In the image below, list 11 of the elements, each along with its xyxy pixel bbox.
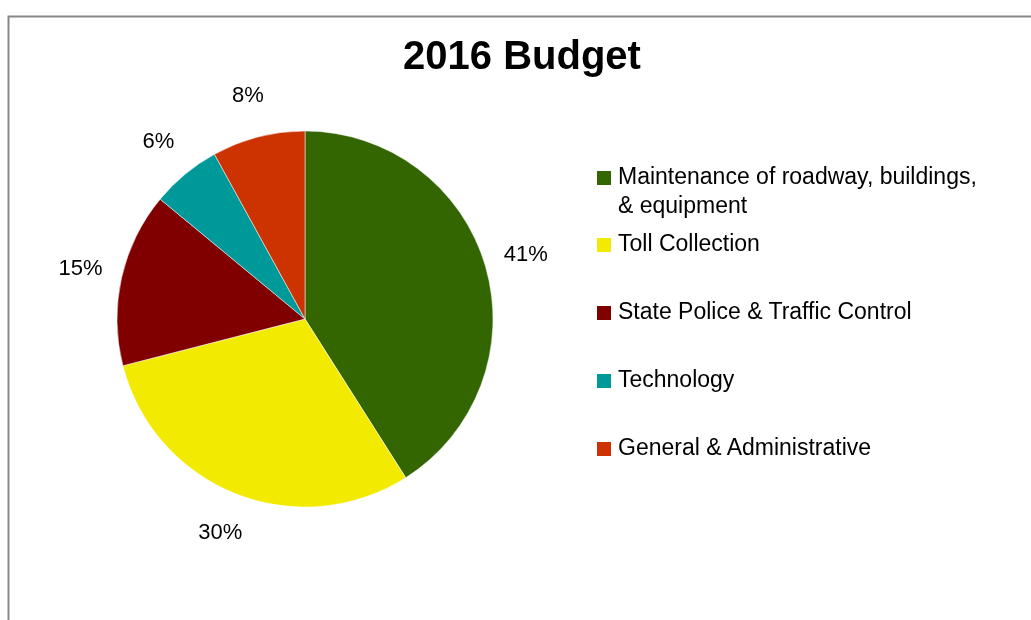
data-label: 6% — [142, 127, 175, 153]
data-label: 15% — [58, 254, 103, 280]
data-label: 8% — [231, 82, 264, 108]
legend-label: Toll Collection — [618, 230, 760, 257]
legend-label: Technology — [618, 366, 735, 393]
data-label: 41% — [503, 240, 548, 266]
data-label: 30% — [198, 518, 243, 544]
chart-title: 2016 Budget — [403, 32, 641, 77]
legend-label: State Police & Traffic Control — [618, 298, 912, 325]
legend-label: General & Administrative — [618, 434, 872, 461]
legend-label: Maintenance of roadway, buildings, & equipment — [618, 163, 977, 219]
